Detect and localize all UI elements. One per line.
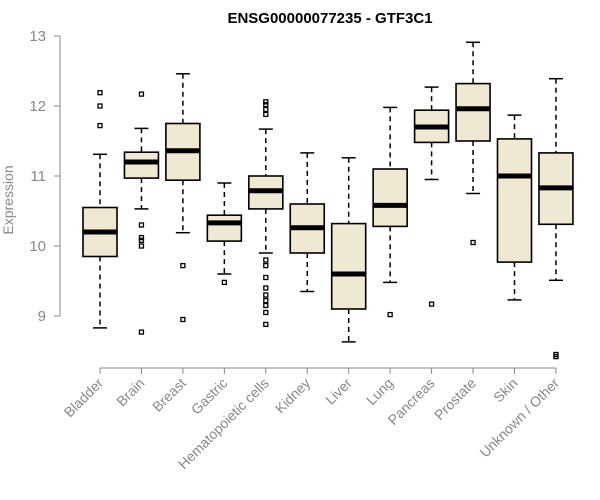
outlier-point <box>97 90 103 96</box>
chart-title: ENSG00000077235 - GTF3C1 <box>227 10 432 27</box>
outlier-point <box>138 329 145 335</box>
outlier-point <box>263 99 269 105</box>
x-tick-label: Brain <box>113 375 147 409</box>
box-group <box>289 152 326 293</box>
outlier-point <box>263 309 269 316</box>
outlier-point <box>428 301 435 307</box>
box-iqr <box>330 222 367 310</box>
outlier-point <box>263 106 269 113</box>
y-axis-label: Expression <box>0 165 16 234</box>
y-tick-label: 9 <box>38 308 46 325</box>
box-iqr <box>123 151 160 179</box>
x-tick-label: Lung <box>363 375 396 408</box>
outlier-point <box>263 292 269 298</box>
outlier-point <box>97 103 103 109</box>
y-tick-label: 13 <box>29 28 46 45</box>
box-iqr <box>206 214 243 242</box>
outlier-point <box>263 285 269 291</box>
outlier-point <box>180 262 186 269</box>
outlier-point <box>263 257 269 263</box>
outlier-point <box>263 101 269 108</box>
box-group <box>165 73 201 323</box>
box-group <box>82 90 118 329</box>
box-group <box>455 41 491 246</box>
outlier-point <box>138 234 145 241</box>
box-group <box>206 182 243 286</box>
y-axis: 9 10 11 12 13 <box>29 28 61 325</box>
box-group <box>496 114 533 301</box>
box-iqr <box>455 82 491 142</box>
outlier-point <box>221 279 228 286</box>
x-tick-label: Bladder <box>61 375 107 421</box>
outlier-point <box>263 302 269 309</box>
x-tick-label: Prostate <box>431 375 479 423</box>
outlier-point <box>180 316 186 323</box>
box-group <box>123 91 160 335</box>
x-tick-label: Liver <box>322 375 355 408</box>
outlier-point <box>263 262 269 269</box>
outlier-point <box>138 243 145 249</box>
box-group <box>248 99 284 328</box>
y-tick-label: 12 <box>29 98 46 115</box>
box-iqr <box>496 138 533 263</box>
box-iqr <box>372 168 408 228</box>
box-group <box>538 77 574 360</box>
outlier-point <box>553 351 559 358</box>
outlier-point <box>138 222 145 228</box>
outlier-point <box>138 91 145 97</box>
x-tick-label: Skin <box>490 375 521 406</box>
y-tick-label: 11 <box>30 168 46 185</box>
x-tick-label: Unknown / Other <box>476 375 562 461</box>
box-group <box>372 106 408 318</box>
x-tick-label: Kidney <box>272 375 314 417</box>
x-tick-label: Breast <box>149 375 189 415</box>
boxes-group <box>82 41 574 360</box>
outlier-point <box>263 321 269 328</box>
y-tick-label: 10 <box>29 238 46 255</box>
outlier-point <box>387 311 393 318</box>
outlier-point <box>138 237 145 244</box>
outlier-point <box>470 239 476 246</box>
outlier-point <box>97 122 103 129</box>
outlier-point <box>263 297 269 304</box>
box-group <box>413 86 450 307</box>
outlier-point <box>263 274 269 281</box>
box-group <box>330 157 367 343</box>
outlier-point <box>263 111 269 118</box>
